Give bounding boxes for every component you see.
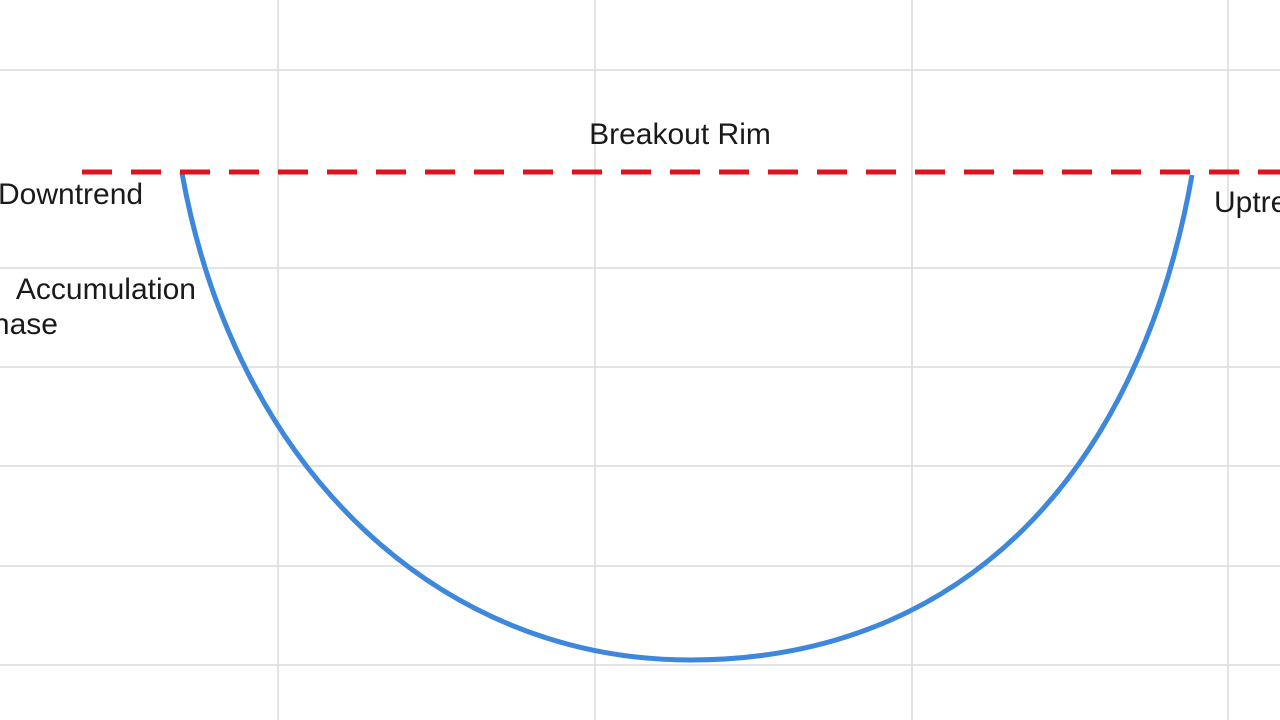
left-label: Downtrend (0, 178, 143, 211)
rim-label: Breakout Rim (589, 118, 771, 151)
phase-label: Accumulation (16, 273, 196, 306)
right-label: Uptrend (1214, 186, 1280, 219)
phase-label: Phase (0, 308, 58, 341)
cup-curve (179, 172, 1195, 663)
